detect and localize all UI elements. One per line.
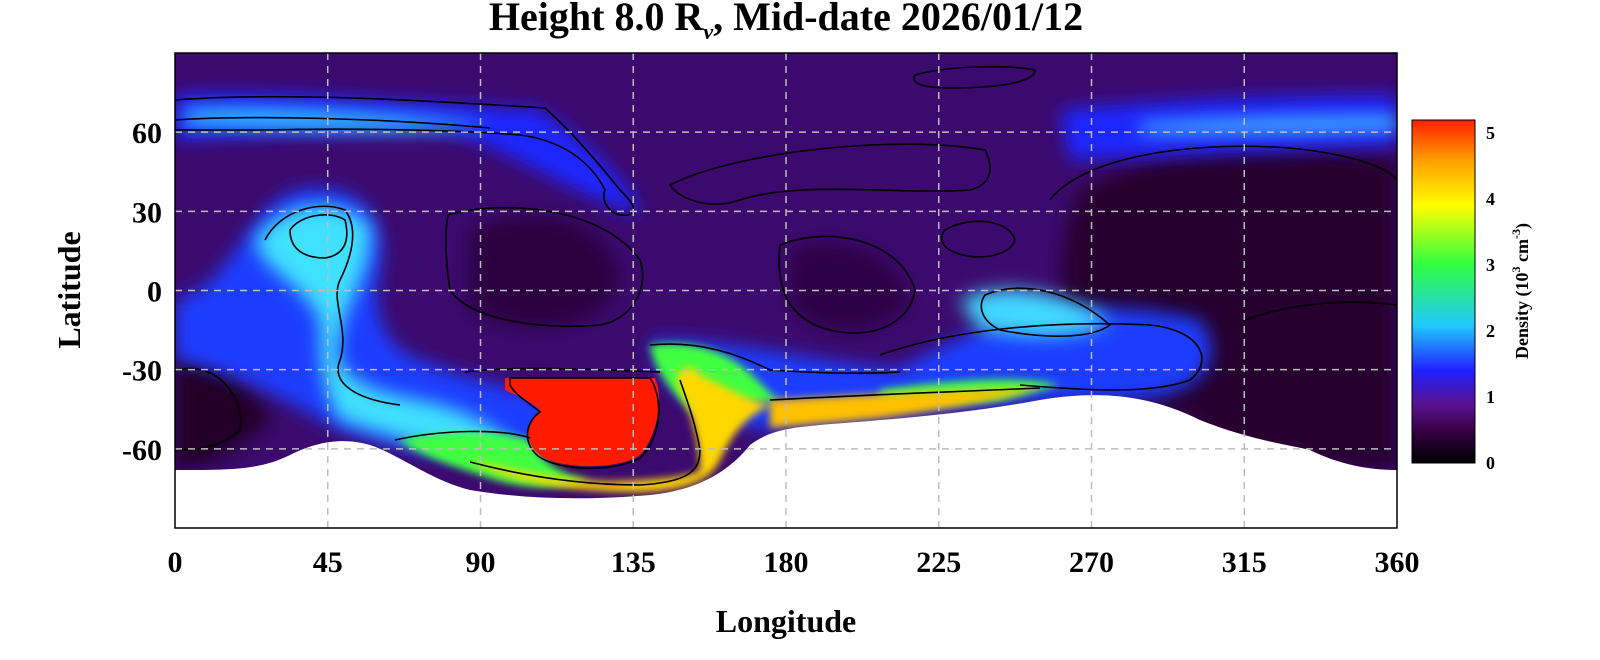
y-axis-label: Latitude	[51, 231, 87, 348]
contour-line	[175, 367, 242, 451]
contour-line	[649, 343, 901, 375]
y-tick-labels: 60 30 0 -30 -60	[122, 117, 162, 467]
field-yellow-band	[770, 388, 1040, 428]
contour-line	[445, 206, 644, 328]
x-tick-label: 315	[1222, 546, 1267, 579]
plot-frame	[174, 52, 1398, 529]
x-tick-label: 225	[916, 546, 961, 579]
colorbar-label-main: Density (10	[1512, 272, 1533, 359]
field-yellow-arc	[470, 367, 770, 492]
x-tick-label: 45	[313, 546, 343, 579]
contour-line	[769, 387, 1041, 401]
contour-line	[913, 65, 1036, 89]
colorbar-label-sup2: -3	[1509, 229, 1523, 239]
x-tick-labels: 0 45 90 135 180 225 270 315 360	[168, 546, 1420, 579]
contour-line	[175, 116, 491, 129]
colorbar-tick-label: 4	[1486, 189, 1495, 209]
x-tick-label: 135	[611, 546, 656, 579]
contour-line	[394, 430, 531, 441]
field-cyan-tongue	[255, 205, 520, 453]
colorbar-label-mid: cm	[1512, 239, 1532, 266]
contour-lines	[175, 65, 1397, 486]
contour-line	[778, 235, 916, 334]
x-tick-label: 0	[168, 546, 183, 579]
contour-line	[469, 379, 701, 486]
colorbar-tick-label: 2	[1486, 321, 1495, 341]
colorbar-gradient	[1411, 119, 1476, 464]
colorbar-label-sup1: 3	[1509, 266, 1523, 272]
contour-line	[264, 205, 401, 406]
grid	[175, 53, 1397, 528]
title-prefix: Height 8.0 R	[489, 0, 705, 39]
y-tick-label: -60	[122, 434, 162, 467]
chart-title: Height 8.0 Rv, Mid-date 2026/01/12	[489, 0, 1083, 44]
contour-line	[1049, 145, 1397, 201]
colorbar-tick-label: 1	[1486, 387, 1495, 407]
field-dark-center2	[790, 243, 910, 330]
x-tick-label: 270	[1069, 546, 1114, 579]
field-dark-center	[470, 216, 620, 327]
x-tick-label: 180	[764, 546, 809, 579]
x-tick-label: 360	[1375, 546, 1420, 579]
title-subscript: v	[703, 19, 713, 44]
y-tick-label: 30	[132, 196, 162, 229]
contour-line	[175, 95, 635, 216]
colorbar-ticks: 0 1 2 3 4 5	[1486, 123, 1495, 473]
contour-line	[464, 367, 661, 373]
contour-line	[509, 377, 660, 470]
colorbar-tick-label: 0	[1486, 453, 1495, 473]
colorbar-tick-label: 3	[1486, 255, 1495, 275]
field-cyan-north	[185, 108, 490, 131]
y-tick-label: -30	[122, 355, 162, 388]
y-tick-label: 60	[132, 117, 162, 150]
field-red-core	[505, 378, 660, 467]
contour-line	[668, 143, 991, 205]
contour-line	[1244, 301, 1397, 321]
contour-line	[289, 214, 348, 259]
field-green-arc	[400, 432, 590, 487]
colorbar-label: Density (103 cm-3)	[1509, 223, 1533, 359]
colorbar-label-end: )	[1512, 223, 1533, 229]
contour-line	[940, 220, 1016, 258]
y-tick-label: 0	[147, 276, 162, 309]
x-tick-label: 90	[466, 546, 496, 579]
colorbar-tick-label: 5	[1486, 123, 1495, 143]
field-cyan-north-east	[1140, 118, 1397, 132]
x-axis-label: Longitude	[716, 603, 856, 639]
field-dark-sw	[175, 358, 270, 470]
contour-line	[980, 287, 1112, 337]
contour-line	[879, 322, 1203, 391]
title-suffix: , Mid-date 2026/01/12	[713, 0, 1083, 39]
